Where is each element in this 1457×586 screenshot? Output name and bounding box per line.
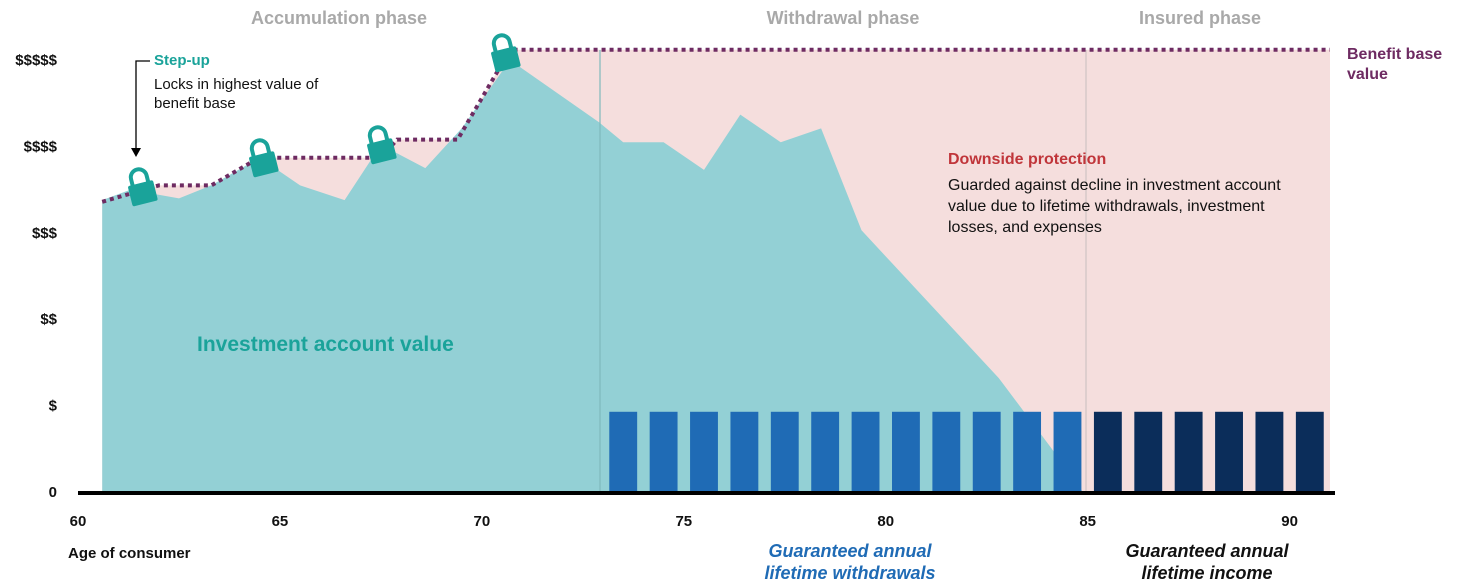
income-bar — [649, 411, 678, 493]
income-bar — [1134, 411, 1163, 493]
income-bar — [972, 411, 1001, 493]
lock-shackle — [128, 167, 151, 187]
income-bar — [1295, 411, 1324, 493]
annotation-title: Step-up — [154, 52, 210, 69]
annotation-title: Downside protection — [948, 151, 1107, 168]
income-bar — [609, 411, 638, 493]
pointer — [135, 60, 150, 150]
lock-icon — [249, 138, 279, 178]
income-bar — [1215, 411, 1243, 493]
lock-icon — [367, 125, 397, 165]
income-bar — [1093, 411, 1122, 493]
bar-label: Guaranteed annual lifetime income — [1125, 541, 1289, 583]
y-tick-label: $ — [49, 398, 58, 415]
lock-icon — [128, 167, 158, 207]
income-bar — [892, 411, 920, 493]
income-bar — [932, 411, 961, 493]
lock-shackle — [491, 33, 514, 53]
income-bar — [851, 411, 880, 493]
income-bar — [690, 411, 718, 493]
annotation-text: Guarded against decline in investment ac… — [948, 177, 1281, 236]
arrow-head — [131, 148, 141, 157]
lock-body — [128, 180, 158, 207]
annotation-text: Locks in highest value of benefit base — [154, 76, 319, 112]
lock-shackle — [249, 138, 272, 158]
lock-body — [249, 151, 279, 178]
y-tick-label: $$$ — [32, 225, 58, 242]
x-tick-label: 90 — [1281, 513, 1298, 530]
benefit-base-line — [101, 47, 1330, 204]
lock-shackle — [367, 125, 390, 145]
income-bar — [1255, 411, 1284, 493]
lock-body — [491, 46, 521, 73]
phase-title: Accumulation phase — [250, 8, 428, 28]
x-tick-label: 60 — [70, 513, 87, 530]
x-tick-label: 85 — [1079, 513, 1096, 530]
y-tick-label: 0 — [49, 484, 57, 501]
income-bar — [730, 411, 759, 493]
phase-title: Insured phase — [1138, 8, 1262, 28]
x-axis-label: Age of consumer — [68, 545, 191, 562]
phase-title: Withdrawal phase — [766, 8, 920, 28]
y-tick-label: $$$$ — [24, 138, 58, 155]
y-tick-label: $$ — [40, 311, 57, 328]
income-bar — [1174, 411, 1203, 493]
income-bar — [811, 411, 840, 493]
lock-icon — [491, 33, 521, 73]
income-bar — [1013, 411, 1042, 493]
x-tick-label: 65 — [272, 513, 289, 530]
series-label: Investment account value — [197, 333, 454, 356]
income-bar — [770, 411, 799, 493]
series-label: Benefit base value — [1347, 46, 1443, 83]
y-tick-label: $$$$$ — [15, 52, 57, 69]
x-tick-label: 70 — [474, 513, 491, 530]
bar-label: Guaranteed annual lifetime withdrawals — [764, 541, 936, 583]
lock-body — [367, 138, 397, 165]
x-tick-label: 75 — [675, 513, 692, 530]
income-bar — [1053, 411, 1082, 493]
x-tick-label: 80 — [877, 513, 894, 530]
investment-area — [102, 60, 1084, 493]
